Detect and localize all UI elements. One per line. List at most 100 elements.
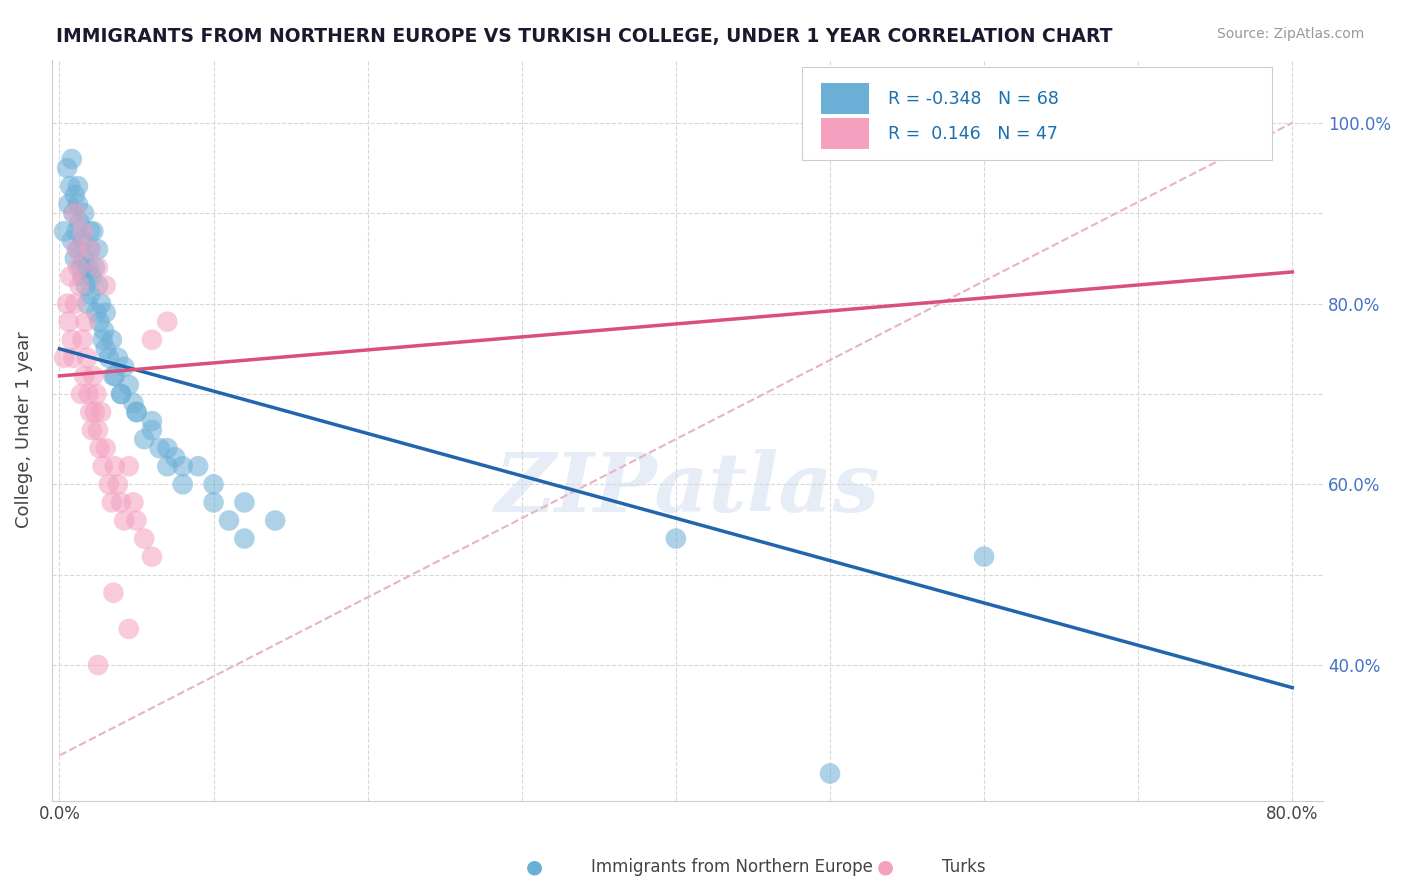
- Point: [87, 243, 110, 257]
- Text: R =  0.146   N = 47: R = 0.146 N = 47: [889, 125, 1059, 143]
- Point: [156, 459, 179, 474]
- Point: [202, 495, 225, 509]
- FancyBboxPatch shape: [821, 83, 869, 114]
- Point: [83, 405, 105, 419]
- Point: [70, 387, 93, 401]
- FancyBboxPatch shape: [801, 67, 1272, 160]
- Point: [87, 278, 110, 293]
- Point: [62, 206, 84, 220]
- Point: [141, 414, 163, 428]
- Text: IMMIGRANTS FROM NORTHERN EUROPE VS TURKISH COLLEGE, UNDER 1 YEAR CORRELATION CHA: IMMIGRANTS FROM NORTHERN EUROPE VS TURKI…: [56, 27, 1112, 45]
- Point: [86, 305, 108, 319]
- Point: [125, 405, 148, 419]
- Point: [141, 423, 163, 437]
- Point: [76, 296, 98, 310]
- Point: [973, 549, 995, 564]
- Point: [72, 333, 94, 347]
- Point: [110, 495, 132, 509]
- Point: [125, 405, 148, 419]
- Point: [70, 260, 93, 275]
- Point: [63, 206, 86, 220]
- Text: Source: ZipAtlas.com: Source: ZipAtlas.com: [1216, 27, 1364, 41]
- Point: [94, 342, 117, 356]
- Point: [59, 269, 82, 284]
- Point: [79, 405, 101, 419]
- Point: [90, 405, 112, 419]
- Point: [91, 459, 114, 474]
- Text: Turks: Turks: [942, 858, 986, 876]
- Text: Immigrants from Northern Europe: Immigrants from Northern Europe: [591, 858, 872, 876]
- Point: [60, 333, 83, 347]
- Point: [202, 477, 225, 491]
- Point: [56, 161, 79, 175]
- Point: [89, 441, 111, 455]
- Point: [97, 477, 120, 491]
- Point: [818, 766, 841, 780]
- Point: [79, 243, 101, 257]
- Point: [118, 622, 141, 636]
- Point: [118, 459, 141, 474]
- Point: [53, 224, 76, 238]
- Point: [112, 359, 135, 374]
- Point: [65, 243, 87, 257]
- Point: [79, 287, 101, 301]
- Point: [82, 368, 104, 383]
- Point: [87, 423, 110, 437]
- FancyBboxPatch shape: [821, 118, 869, 149]
- Point: [264, 513, 287, 527]
- Point: [77, 387, 100, 401]
- Point: [218, 513, 240, 527]
- Point: [82, 224, 104, 238]
- Point: [69, 278, 91, 293]
- Point: [72, 269, 94, 284]
- Point: [97, 351, 120, 365]
- Point: [94, 305, 117, 319]
- Point: [75, 278, 97, 293]
- Point: [110, 387, 132, 401]
- Point: [163, 450, 186, 465]
- Point: [60, 233, 83, 247]
- Point: [125, 513, 148, 527]
- Point: [104, 368, 127, 383]
- Point: [62, 351, 84, 365]
- Point: [233, 495, 256, 509]
- Point: [101, 495, 124, 509]
- Point: [187, 459, 209, 474]
- Point: [107, 351, 129, 365]
- Point: [73, 206, 96, 220]
- Point: [80, 423, 103, 437]
- Point: [63, 188, 86, 202]
- Point: [94, 278, 117, 293]
- Point: [156, 315, 179, 329]
- Text: ZIPatlas: ZIPatlas: [495, 450, 880, 529]
- Point: [80, 269, 103, 284]
- Point: [63, 296, 86, 310]
- Point: [72, 233, 94, 247]
- Point: [103, 368, 125, 383]
- Point: [56, 296, 79, 310]
- Point: [91, 333, 114, 347]
- Point: [65, 224, 87, 238]
- Point: [66, 260, 89, 275]
- Point: [172, 477, 194, 491]
- Point: [149, 441, 172, 455]
- Point: [110, 387, 132, 401]
- Point: [63, 252, 86, 266]
- Point: [134, 532, 156, 546]
- Point: [141, 549, 163, 564]
- Point: [112, 513, 135, 527]
- Point: [66, 243, 89, 257]
- Point: [86, 387, 108, 401]
- Point: [58, 315, 80, 329]
- Point: [233, 532, 256, 546]
- Point: [76, 351, 98, 365]
- Y-axis label: College, Under 1 year: College, Under 1 year: [15, 332, 32, 528]
- Point: [94, 441, 117, 455]
- Point: [665, 532, 688, 546]
- Point: [66, 197, 89, 211]
- Point: [79, 224, 101, 238]
- Point: [122, 495, 145, 509]
- Point: [107, 477, 129, 491]
- Point: [60, 152, 83, 166]
- Point: [93, 324, 115, 338]
